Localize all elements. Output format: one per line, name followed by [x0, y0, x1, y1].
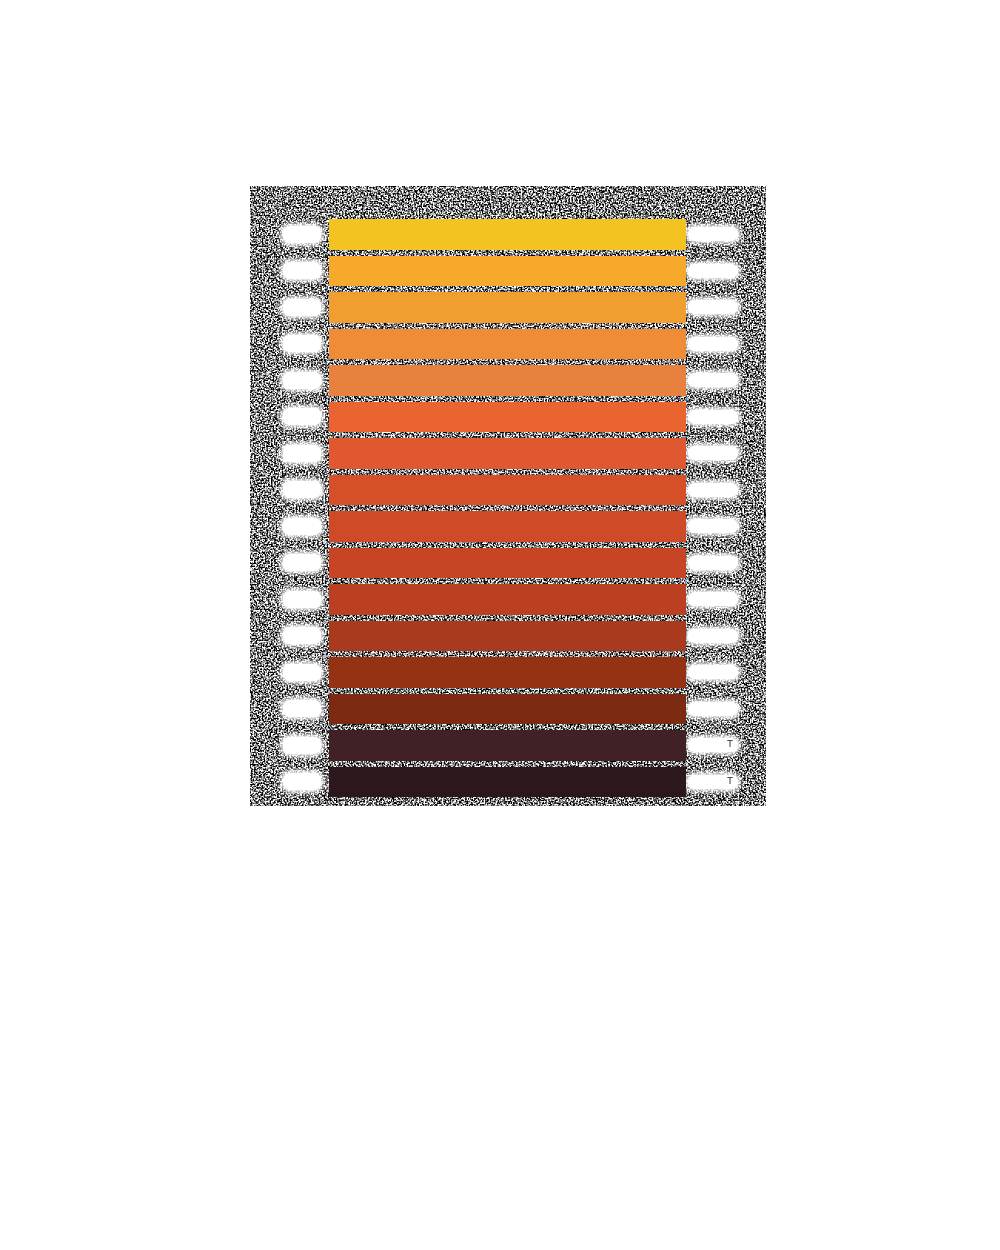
left-tick-label-blob	[283, 517, 321, 535]
palette-bar	[329, 511, 686, 542]
right-value-label-blob	[688, 665, 738, 680]
palette-bar	[329, 730, 686, 761]
left-tick-label-blob	[283, 444, 321, 462]
palette-bar	[329, 657, 686, 688]
left-tick-label-blob	[283, 773, 321, 791]
right-value-label-blob	[688, 738, 738, 753]
palette-bar	[329, 219, 686, 250]
right-value-label-blob	[688, 227, 738, 242]
palette-bar	[329, 292, 686, 323]
label-glyph-fragment: T	[727, 775, 734, 787]
palette-bar	[329, 401, 686, 432]
palette-bar	[329, 693, 686, 724]
right-value-label-blob	[688, 263, 738, 278]
right-value-label-blob	[688, 774, 738, 789]
right-value-label-blob	[688, 482, 738, 497]
label-glyph-fragment: T	[727, 739, 734, 751]
left-tick-label-blob	[283, 298, 321, 316]
left-tick-label-blob	[283, 371, 321, 389]
left-tick-label-blob	[283, 225, 321, 243]
right-value-label-blob	[688, 409, 738, 424]
palette-bar	[329, 620, 686, 651]
right-value-label-blob	[688, 336, 738, 351]
left-tick-label-blob	[283, 554, 321, 572]
left-tick-label-blob	[283, 408, 321, 426]
right-value-label-blob	[688, 628, 738, 643]
right-value-label-blob	[688, 300, 738, 315]
right-value-label-blob	[688, 555, 738, 570]
right-value-label-blob	[688, 373, 738, 388]
left-tick-label-blob	[283, 335, 321, 353]
palette-bar	[329, 547, 686, 578]
right-value-label-blob	[688, 592, 738, 607]
left-tick-label-blob	[283, 700, 321, 718]
left-tick-label-blob	[283, 481, 321, 499]
left-tick-label-blob	[283, 663, 321, 681]
left-tick-label-blob	[283, 590, 321, 608]
palette-bar	[329, 365, 686, 396]
right-value-label-blob	[688, 519, 738, 534]
palette-bar	[329, 474, 686, 505]
left-tick-label-blob	[283, 262, 321, 280]
palette-bar	[329, 766, 686, 797]
right-value-label-blob	[688, 446, 738, 461]
palette-bar	[329, 584, 686, 615]
right-value-label-blob	[688, 701, 738, 716]
palette-bar	[329, 438, 686, 469]
palette-bar	[329, 255, 686, 286]
left-tick-label-blob	[283, 736, 321, 754]
palette-bar	[329, 328, 686, 359]
left-tick-label-blob	[283, 627, 321, 645]
